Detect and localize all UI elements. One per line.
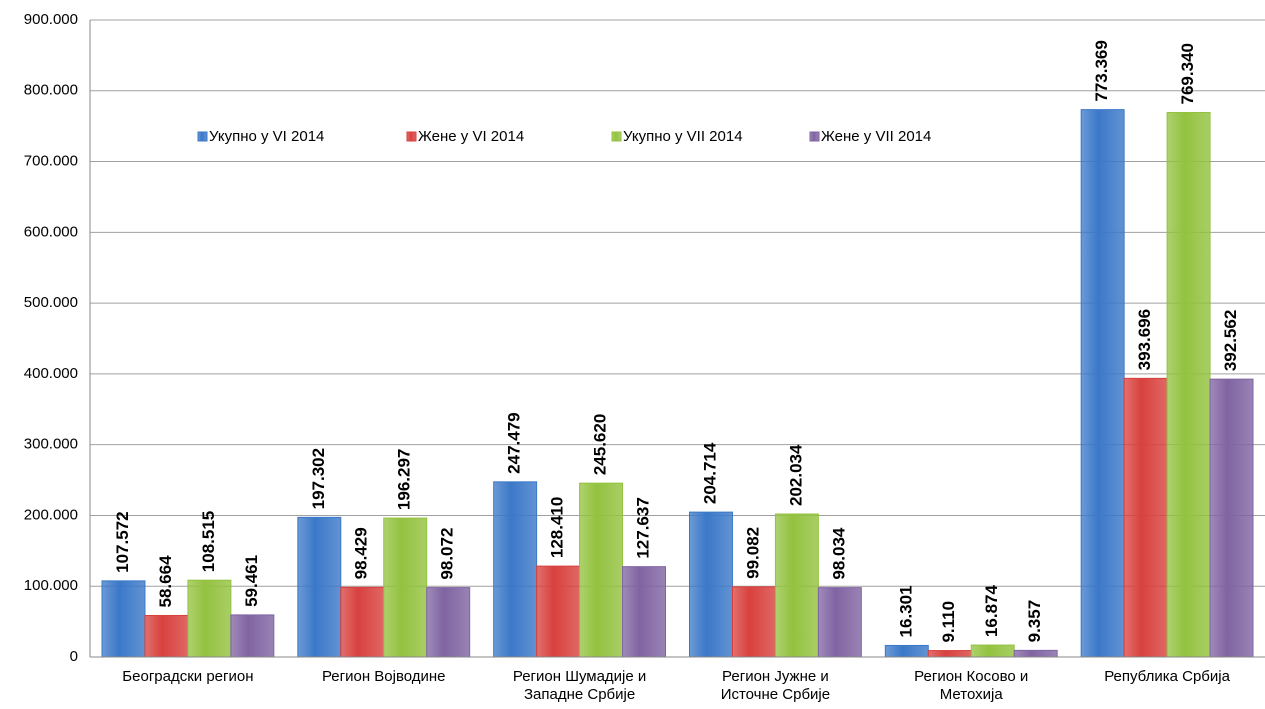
x-tick-label: Регион Косово и Метохија	[914, 668, 1029, 703]
value-label: 9.110	[939, 601, 958, 643]
legend-label: Жене у VI 2014	[418, 128, 524, 145]
bar	[774, 513, 819, 658]
value-label: 773.369	[1092, 40, 1111, 101]
y-tick-label: 300.000	[24, 436, 78, 453]
value-label: 245.620	[591, 414, 610, 475]
value-label: 58.664	[156, 555, 175, 608]
bar	[230, 614, 275, 658]
value-label: 16.301	[896, 585, 915, 637]
bar	[579, 482, 624, 658]
y-tick-label: 400.000	[24, 365, 78, 382]
bar	[970, 644, 1015, 658]
y-tick-label: 0	[70, 648, 78, 665]
bar	[731, 586, 776, 658]
bar	[1209, 378, 1254, 658]
value-label: 107.572	[113, 511, 132, 572]
value-label: 128.410	[548, 497, 567, 558]
y-tick-label: 900.000	[24, 11, 78, 28]
value-label: 9.357	[1025, 600, 1044, 643]
value-label: 196.297	[395, 449, 414, 510]
bar	[622, 566, 667, 658]
y-tick-label: 200.000	[24, 506, 78, 523]
bar	[1166, 111, 1211, 658]
value-label: 98.072	[438, 528, 457, 580]
y-tick-label: 100.000	[24, 577, 78, 594]
legend-label: Жене у VII 2014	[821, 128, 931, 145]
bar	[101, 580, 146, 658]
bar	[1123, 377, 1168, 658]
value-label: 98.429	[352, 527, 371, 579]
bar	[493, 481, 538, 658]
legend-swatch	[406, 131, 417, 142]
y-tick-label: 700.000	[24, 153, 78, 170]
bar	[536, 565, 581, 658]
value-label: 59.461	[242, 555, 261, 607]
y-tick-label: 800.000	[24, 82, 78, 99]
bar	[817, 587, 862, 658]
legend-swatch	[611, 131, 622, 142]
bar	[1080, 109, 1125, 658]
legend-label: Укупно у VII 2014	[623, 128, 743, 145]
bar	[297, 516, 342, 658]
bar	[383, 517, 428, 658]
value-label: 108.515	[199, 511, 218, 572]
x-tick-label: Регион Војводине	[321, 668, 446, 685]
value-label: 127.637	[634, 497, 653, 558]
value-label: 247.479	[505, 412, 524, 473]
x-tick-label: Република Србија	[1104, 668, 1230, 685]
value-label: 99.082	[743, 527, 762, 579]
bar	[426, 587, 471, 658]
bar	[1013, 649, 1058, 658]
value-label: 393.696	[1135, 309, 1154, 370]
bar	[689, 511, 733, 658]
value-label: 98.034	[829, 527, 848, 580]
legend-swatch	[197, 131, 208, 142]
value-label: 769.340	[1178, 43, 1197, 104]
legend-label: Укупно у VI 2014	[209, 128, 324, 145]
bar	[884, 644, 929, 658]
value-label: 392.562	[1221, 310, 1240, 371]
value-label: 197.302	[309, 448, 328, 509]
value-label: 202.034	[786, 444, 805, 506]
bar	[340, 586, 385, 658]
legend-swatch	[809, 131, 820, 142]
value-label: 204.714	[700, 442, 719, 504]
y-tick-label: 600.000	[24, 223, 78, 240]
bar	[927, 650, 972, 658]
x-tick-label: Београдски регион	[122, 668, 254, 685]
bar	[144, 614, 189, 658]
bar	[187, 579, 232, 658]
x-tick-label: Регион Шумадије и Западне Србије	[512, 668, 647, 703]
y-tick-label: 500.000	[24, 294, 78, 311]
value-label: 16.874	[982, 585, 1001, 638]
x-tick-label: Регион Јужне и Источне Србије	[720, 668, 831, 703]
